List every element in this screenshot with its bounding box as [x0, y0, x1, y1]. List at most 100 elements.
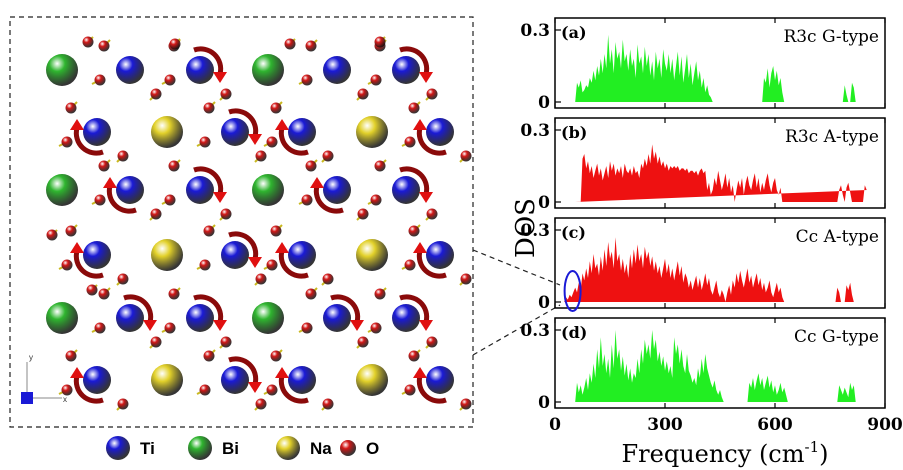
- axis-origin-square: [21, 392, 33, 404]
- o-atom: [357, 88, 369, 100]
- ti-atom: [221, 118, 249, 146]
- na-atom: [151, 239, 183, 271]
- o-atom: [404, 259, 416, 271]
- panel-frame: [554, 217, 886, 309]
- o-atom: [150, 208, 162, 220]
- rotation-arrow: [228, 231, 259, 260]
- axis-y-label: y: [29, 353, 33, 362]
- o-atom: [164, 74, 176, 86]
- na-atom: [151, 364, 183, 396]
- o-atom: [408, 350, 420, 362]
- y-tick-label: 0: [538, 93, 550, 113]
- o-atom: [98, 160, 110, 172]
- y-tick-label: 0.3: [520, 21, 550, 41]
- panel-title: Cc G-type: [794, 327, 879, 347]
- dos-panel: 0 0.3 (d) Cc G-type: [520, 317, 886, 413]
- dos-area: [575, 34, 856, 102]
- o-atom: [61, 259, 73, 271]
- o-atom: [150, 88, 162, 100]
- rotation-arrow: [106, 185, 137, 214]
- ti-atom: [392, 304, 420, 332]
- o-atom: [168, 288, 180, 300]
- o-atom: [203, 225, 215, 237]
- rotation-arrow: [416, 127, 447, 156]
- o-atom: [426, 88, 438, 100]
- o-atom: [203, 102, 215, 114]
- rotation-arrow: [278, 375, 309, 404]
- panel-frame: [554, 117, 886, 209]
- o-atom: [370, 74, 382, 86]
- o-atom: [357, 336, 369, 348]
- legend-ti-label: Ti: [140, 439, 155, 458]
- o-atom: [266, 259, 278, 271]
- dos-area: [575, 330, 860, 402]
- rotation-arrow: [123, 294, 154, 323]
- rotation-arrowhead: [248, 257, 262, 268]
- highlight-ellipse: [563, 270, 582, 312]
- o-atom: [199, 384, 211, 396]
- legend: Ti Bi Na O: [106, 436, 379, 460]
- na-atom: [356, 116, 388, 148]
- o-atom: [65, 102, 77, 114]
- o-atom: [370, 194, 382, 206]
- rotation-arrow: [399, 294, 430, 323]
- y-tick-label: 0.3: [520, 321, 550, 341]
- o-atom: [169, 38, 181, 50]
- rotation-arrowhead: [413, 242, 427, 253]
- x-tick-label: 0: [549, 415, 561, 435]
- ti-atom: [221, 241, 249, 269]
- rotation-arrowhead: [419, 192, 433, 203]
- o-atom: [322, 150, 334, 162]
- ti-atom: [116, 56, 144, 84]
- axis-x-label: x: [63, 395, 67, 404]
- panel-letter: (d): [561, 323, 587, 342]
- axis-triad: y x: [21, 353, 67, 404]
- o-atom: [284, 38, 296, 50]
- dos-chart: 0 0.3 (a) R3c G-type 0 0.3 (b) R3c A-type 0 0.3 (c…: [520, 17, 903, 435]
- panel-letter: (c): [561, 223, 586, 242]
- y-tick-label: 0: [538, 193, 550, 213]
- x-tick-label: 300: [647, 415, 683, 435]
- bi-atom: [252, 174, 284, 206]
- panel-title: R3c G-type: [783, 27, 879, 47]
- o-atom: [426, 208, 438, 220]
- legend-ti-swatch: [106, 436, 130, 460]
- ti-atom: [288, 241, 316, 269]
- rotation-arrowhead: [275, 367, 289, 378]
- o-atom: [270, 350, 282, 362]
- o-atom: [357, 208, 369, 220]
- o-atom: [301, 194, 313, 206]
- o-atom: [301, 322, 313, 334]
- x-axis-label-main: Frequency (cm: [622, 440, 805, 468]
- o-atom: [94, 322, 106, 334]
- o-atom: [270, 225, 282, 237]
- o-atom: [374, 288, 386, 300]
- rotation-arrow: [228, 356, 259, 385]
- na-atom: [151, 116, 183, 148]
- legend-na-swatch: [276, 436, 300, 460]
- ti-atom: [323, 304, 351, 332]
- ti-atom: [392, 176, 420, 204]
- rotation-arrow: [416, 250, 447, 279]
- o-atom: [98, 40, 110, 52]
- o-atom: [150, 336, 162, 348]
- bi-atom: [252, 302, 284, 334]
- legend-o-label: O: [366, 439, 379, 458]
- o-atom: [203, 350, 215, 362]
- o-atom: [220, 336, 232, 348]
- rotation-arrow: [399, 166, 430, 195]
- na-atom: [356, 239, 388, 271]
- rotation-arrow: [193, 166, 224, 195]
- y-tick-label: 0.3: [520, 121, 550, 141]
- o-atom: [94, 74, 106, 86]
- o-atom: [199, 259, 211, 271]
- y-axis-label: DOS: [511, 198, 541, 258]
- rotation-arrow: [193, 294, 224, 323]
- o-atom: [266, 384, 278, 396]
- na-atom: [356, 364, 388, 396]
- rotation-arrowhead: [248, 134, 262, 145]
- rotation-arrow: [228, 108, 259, 137]
- x-tick-label: 900: [867, 415, 903, 435]
- ti-atom: [186, 56, 214, 84]
- rotation-arrow: [278, 250, 309, 279]
